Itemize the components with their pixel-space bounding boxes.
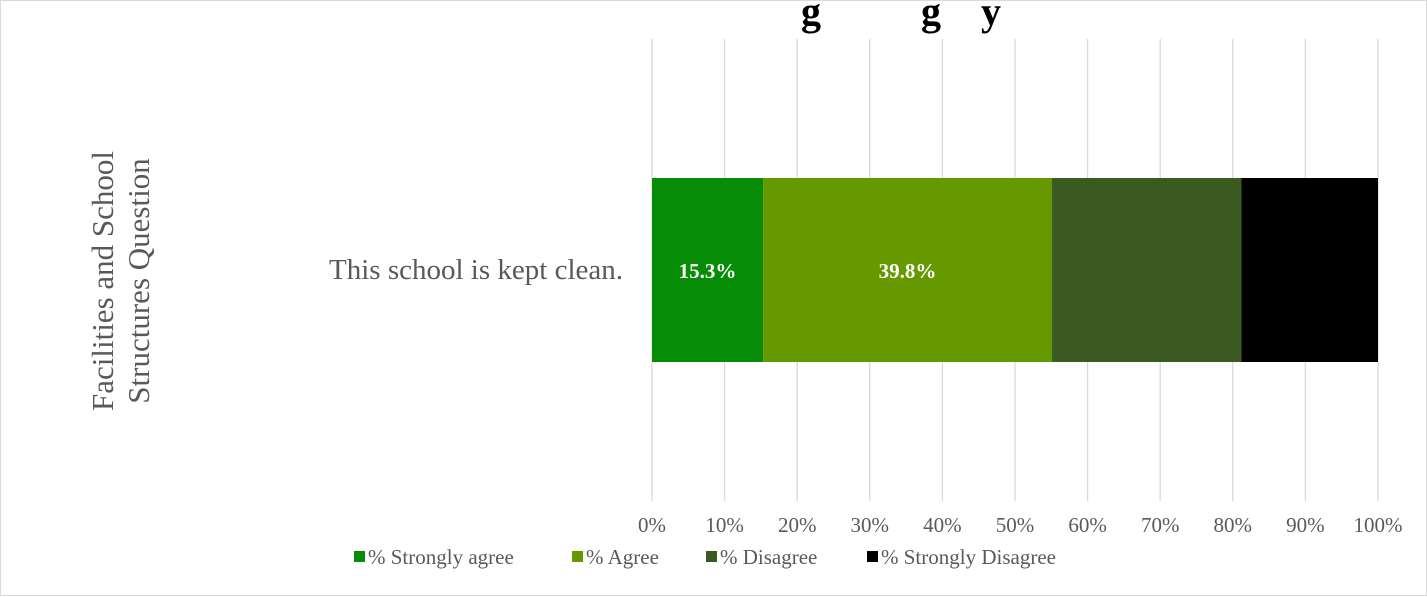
data-labels: 15.3% 39.8% — [679, 259, 937, 283]
legend-label-1: % Agree — [586, 545, 659, 569]
bar-segment-1 — [763, 178, 1053, 362]
x-tick-label-1: 10% — [705, 513, 744, 537]
bar-segment-2 — [1052, 178, 1242, 362]
data-label-1: 39.8% — [879, 259, 937, 283]
legend-label-0: % Strongly agree — [368, 545, 514, 569]
x-tick-label-7: 70% — [1141, 513, 1180, 537]
legend: % Strongly agree % Agree % Disagree % Stron… — [354, 545, 1056, 569]
legend-label-3: % Strongly Disagree — [881, 545, 1056, 569]
legend-swatch-3 — [867, 551, 878, 562]
y-axis-title: Facilities and School Structures Questio… — [85, 151, 156, 411]
x-tick-label-4: 40% — [923, 513, 962, 537]
x-tick-label-5: 50% — [996, 513, 1035, 537]
legend-swatch-1 — [572, 551, 583, 562]
y-axis-title-line-1: Facilities and School — [85, 151, 120, 411]
x-tick-label-9: 90% — [1286, 513, 1325, 537]
x-tick-label-3: 30% — [851, 513, 890, 537]
x-tick-label-6: 60% — [1068, 513, 1107, 537]
bar-segment-0 — [652, 178, 764, 362]
x-tick-label-8: 80% — [1214, 513, 1253, 537]
bar-stack — [652, 178, 1378, 362]
legend-swatch-2 — [706, 551, 717, 562]
legend-swatch-0 — [354, 551, 365, 562]
x-tick-label-10: 100% — [1354, 513, 1403, 537]
x-tick-label-2: 20% — [778, 513, 817, 537]
bar-segment-3 — [1241, 178, 1378, 362]
x-tick-label-0: 0% — [638, 513, 666, 537]
category-label-0: This school is kept clean. — [329, 254, 623, 286]
x-axis-ticks: 0% 10% 20% 30% 40% 50% 60% 70% 80% 90% 100% — [638, 513, 1403, 537]
y-axis-categories: This school is kept clean. — [329, 254, 623, 286]
legend-label-2: % Disagree — [720, 545, 817, 569]
chart-title-fragment: g g y — [801, 1, 1001, 34]
data-label-0: 15.3% — [679, 259, 737, 283]
y-axis-title-line-2: Structures Question — [121, 158, 156, 404]
